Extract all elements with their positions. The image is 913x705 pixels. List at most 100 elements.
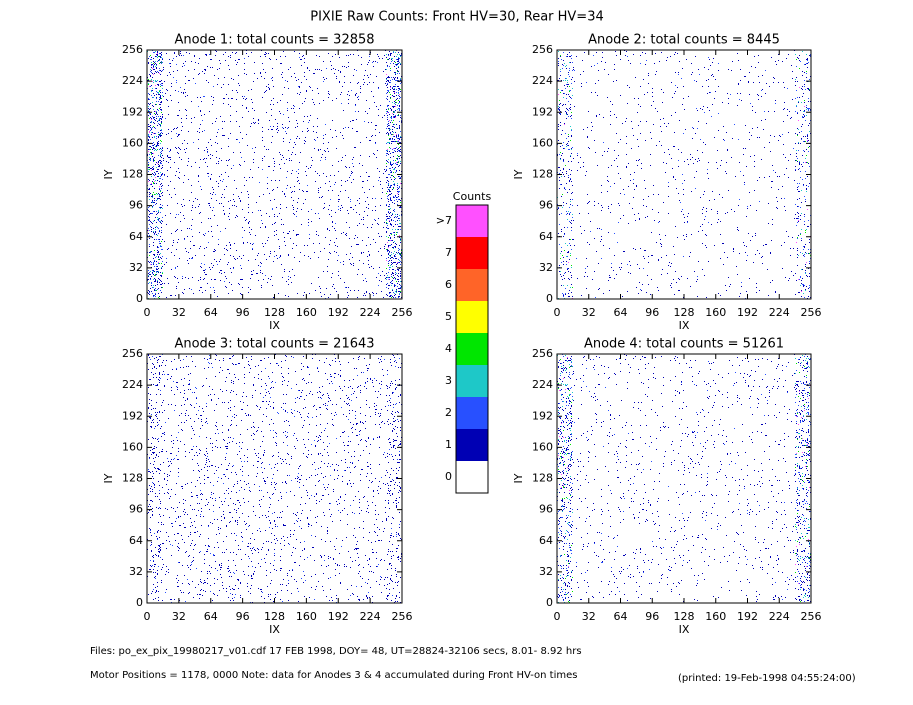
y-tick-label: 0 (136, 596, 143, 609)
x-tick-label: 96 (645, 306, 659, 319)
y-tick-label: 224 (122, 378, 143, 391)
x-tick-label: 192 (328, 610, 349, 623)
x-tick-label: 192 (737, 610, 758, 623)
x-tick-label: 224 (769, 610, 790, 623)
colorbar-cell (456, 397, 488, 429)
plot-frame (556, 353, 812, 604)
x-axis-label: IX (679, 623, 690, 636)
y-tick-label: 160 (122, 440, 143, 453)
y-tick-label: 128 (122, 472, 143, 485)
x-tick-label: 0 (554, 306, 561, 319)
plot-title: Anode 4: total counts = 51261 (584, 337, 784, 352)
y-tick-label: 192 (532, 105, 553, 118)
count-texture (558, 359, 811, 603)
y-tick-label: 160 (532, 440, 553, 453)
y-tick-label: 192 (122, 105, 143, 118)
colorbar-label: 1 (445, 438, 452, 451)
footer-printed: (printed: 19-Feb-1998 04:55:24:00) (678, 673, 856, 684)
colorbar-cell (456, 429, 488, 461)
count-texture (147, 50, 402, 298)
colorbar-label: 6 (445, 278, 452, 291)
x-tick-label: 0 (144, 610, 151, 623)
x-axis-label: IX (269, 623, 280, 636)
y-tick-label: 96 (129, 199, 143, 212)
colorbar-label: 7 (445, 246, 452, 259)
colorbar-cell (456, 237, 488, 269)
x-tick-label: 32 (172, 306, 186, 319)
y-tick-label: 32 (539, 261, 553, 274)
x-tick-label: 256 (801, 610, 822, 623)
x-tick-label: 256 (392, 610, 413, 623)
y-tick-label: 224 (532, 378, 553, 391)
colorbar-label: 4 (445, 342, 452, 355)
x-tick-label: 128 (674, 306, 695, 319)
plot-title: Anode 1: total counts = 32858 (174, 33, 374, 48)
count-texture (557, 354, 811, 602)
y-tick-label: 256 (532, 347, 553, 360)
x-tick-label: 224 (360, 610, 381, 623)
y-tick-label: 128 (532, 472, 553, 485)
y-tick-label: 192 (532, 409, 553, 422)
y-tick-label: 224 (532, 74, 553, 87)
x-tick-label: 96 (236, 306, 250, 319)
y-tick-label: 256 (532, 43, 553, 56)
footer-motor: Motor Positions = 1178, 0000 Note: data … (90, 670, 577, 681)
x-tick-label: 32 (582, 610, 596, 623)
x-axis-label: IX (269, 319, 280, 332)
y-tick-label: 192 (122, 409, 143, 422)
x-tick-label: 128 (264, 610, 285, 623)
plot-title: Anode 3: total counts = 21643 (174, 337, 374, 352)
x-tick-label: 64 (614, 610, 628, 623)
count-texture (148, 55, 402, 299)
count-texture (557, 51, 810, 299)
y-tick-label: 256 (122, 347, 143, 360)
colorbar-label: 2 (445, 406, 452, 419)
x-tick-label: 256 (392, 306, 413, 319)
x-tick-label: 64 (614, 306, 628, 319)
y-axis-label: IY (512, 169, 525, 179)
x-tick-label: 256 (801, 306, 822, 319)
y-tick-label: 64 (129, 534, 143, 547)
count-texture (557, 50, 811, 299)
y-tick-label: 224 (122, 74, 143, 87)
colorbar-frame (455, 204, 489, 494)
y-tick-label: 0 (136, 292, 143, 305)
count-texture (147, 50, 402, 299)
count-texture (557, 52, 811, 299)
y-tick-label: 96 (129, 503, 143, 516)
plot-frame (146, 49, 403, 300)
count-texture (559, 55, 811, 288)
x-tick-label: 32 (172, 610, 186, 623)
y-tick-label: 32 (129, 261, 143, 274)
x-tick-label: 64 (204, 306, 218, 319)
colorbar-cell (456, 461, 488, 493)
colorbar-cell (456, 333, 488, 365)
footer-files: Files: po_ex_pix_19980217_v01.cdf 17 FEB… (90, 646, 582, 657)
count-texture (148, 354, 402, 603)
plot-frame (556, 49, 812, 300)
x-tick-label: 160 (296, 306, 317, 319)
y-tick-label: 0 (546, 292, 553, 305)
y-tick-label: 96 (539, 503, 553, 516)
y-axis-label: IY (512, 473, 525, 483)
x-tick-label: 0 (554, 610, 561, 623)
x-tick-label: 128 (264, 306, 285, 319)
colorbar-label: 3 (445, 374, 452, 387)
x-tick-label: 32 (582, 306, 596, 319)
y-tick-label: 128 (122, 168, 143, 181)
x-tick-label: 64 (204, 610, 218, 623)
y-axis-label: IY (102, 473, 115, 483)
y-tick-label: 160 (122, 136, 143, 149)
count-texture (147, 354, 402, 603)
x-tick-label: 224 (360, 306, 381, 319)
count-texture (557, 354, 811, 602)
colorbar-label: 0 (445, 470, 452, 483)
x-tick-label: 96 (236, 610, 250, 623)
x-tick-label: 128 (674, 610, 695, 623)
y-tick-label: 256 (122, 43, 143, 56)
plot-frame (146, 353, 403, 604)
colorbar-cell (456, 301, 488, 333)
x-tick-label: 96 (645, 610, 659, 623)
y-tick-label: 160 (532, 136, 553, 149)
